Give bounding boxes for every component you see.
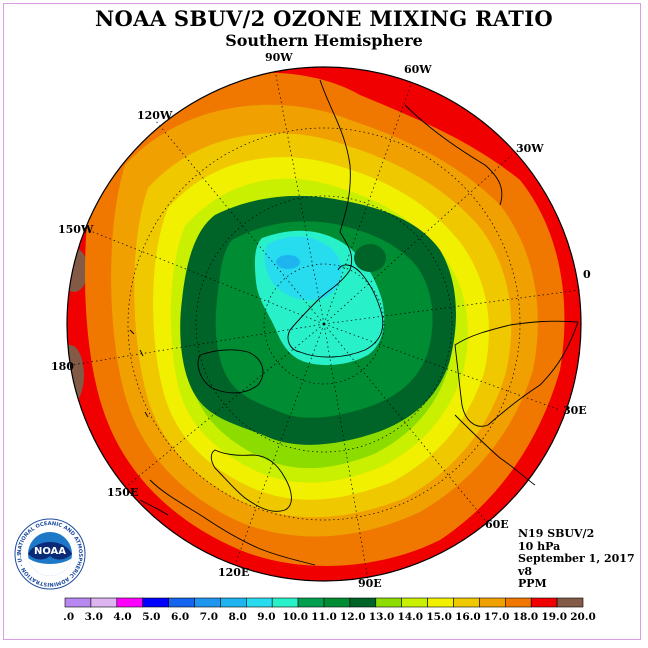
colorbar-label: 18.0	[513, 611, 539, 623]
map-title: NOAA SBUV/2 OZONE MIXING RATIO	[95, 6, 553, 31]
colorbar-swatch	[220, 597, 247, 608]
lon-label-90e: 90E	[358, 577, 382, 590]
colorbar-swatch	[64, 597, 92, 608]
colorbar-label: 19.0	[541, 611, 567, 623]
colorbar-swatch	[271, 597, 299, 608]
colorbar-label: 6.0	[171, 611, 189, 623]
info-date: September 1, 2017	[518, 552, 635, 565]
lon-label-150w: 150W	[58, 223, 94, 236]
colorbar-swatch	[479, 597, 506, 608]
colorbar-label: 9.0	[257, 611, 275, 623]
colorbar-label: 2.0	[64, 611, 74, 623]
colorbar-swatch	[530, 597, 558, 608]
colorbar-label: 20.0	[570, 611, 596, 623]
lon-label-90w: 90W	[265, 51, 293, 64]
colorbar-swatch	[556, 597, 584, 608]
info-level: 10 hPa	[518, 539, 561, 553]
logo-text: NOAA	[34, 546, 66, 557]
info-block: N19 SBUV/2 10 hPa September 1, 2017 v8 P…	[518, 527, 635, 591]
colorbar-swatch	[246, 597, 273, 608]
colorbar-swatch	[504, 597, 532, 608]
colorbar-label: 12.0	[340, 611, 366, 623]
band-7-8	[276, 255, 300, 269]
colorbar-label: 16.0	[455, 611, 481, 623]
colorbar: 2.0 3.0 4.0 5.0 6.0 7.0 8.0 9.0 10.011.012.013.0…	[64, 597, 596, 623]
info-version: v8	[518, 564, 533, 578]
graticule	[71, 69, 581, 581]
noaa-logo: NATIONAL OCEANIC AND ATMOSPHERIC ADMINIS…	[14, 518, 86, 590]
info-units: PPM	[518, 577, 547, 590]
colorbar-label: 5.0	[142, 611, 160, 623]
colorbar-swatch	[427, 597, 454, 608]
figure-frame	[3, 3, 641, 640]
colorbar-swatch	[142, 597, 169, 608]
colorbar-label: 8.0	[229, 611, 247, 623]
colorbar-label: 15.0	[426, 611, 452, 623]
colorbar-label: 10.0	[282, 611, 308, 623]
colorbar-label: 13.0	[369, 611, 395, 623]
colorbar-swatch	[375, 597, 402, 608]
colorbar-label: 17.0	[484, 611, 510, 623]
lon-label-180: 180	[51, 360, 74, 373]
map-subtitle: Southern Hemisphere	[225, 31, 423, 50]
map-boundary	[66, 66, 582, 582]
colorbar-swatch	[90, 597, 118, 608]
colorbar-swatch	[349, 597, 377, 608]
colorbar-swatches	[64, 597, 584, 608]
band-19-20-west	[67, 248, 88, 292]
colorbar-label: 7.0	[200, 611, 218, 623]
ozone-field	[67, 67, 581, 581]
colorbar-label: 11.0	[311, 611, 337, 623]
colorbar-label: 4.0	[113, 611, 131, 623]
coastlines	[129, 79, 579, 566]
band-8-9	[264, 236, 342, 301]
colorbar-swatch	[401, 597, 428, 608]
band-11-12-east	[354, 244, 386, 272]
colorbar-label: 14.0	[398, 611, 424, 623]
info-instrument: N19 SBUV/2	[518, 527, 595, 540]
lon-label-120w: 120W	[137, 109, 173, 122]
lon-label-30w: 30W	[516, 142, 544, 155]
colorbar-swatch	[194, 597, 221, 608]
colorbar-swatch	[453, 597, 480, 608]
lon-label-60e: 60E	[485, 518, 509, 531]
colorbar-swatch	[168, 597, 195, 608]
lon-label-150e: 150E	[107, 486, 139, 499]
colorbar-swatch	[116, 597, 143, 608]
lon-label-60w: 60W	[404, 63, 432, 76]
colorbar-swatch	[297, 597, 325, 608]
lon-label-120e: 120E	[218, 566, 250, 579]
band-19-20-west2	[67, 345, 84, 405]
colorbar-labels: 2.0 3.0 4.0 5.0 6.0 7.0 8.0 9.0 10.011.012.013.0…	[64, 611, 596, 623]
lon-label-0: 0	[583, 268, 591, 281]
colorbar-label: 3.0	[85, 611, 103, 623]
colorbar-swatch	[323, 597, 351, 608]
lon-label-30e: 30E	[563, 404, 587, 417]
